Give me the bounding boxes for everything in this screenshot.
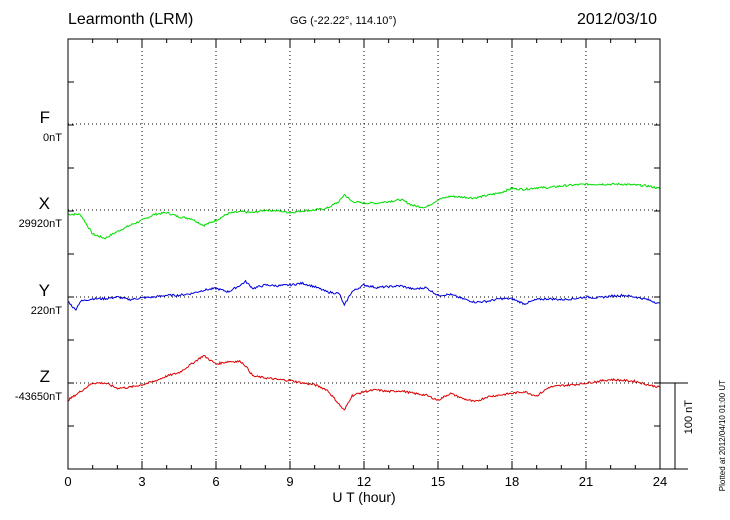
date-label: 2012/03/10: [577, 11, 658, 28]
x-tick-label: 0: [64, 474, 71, 489]
data-traces: [67, 182, 661, 411]
series-baseline-x: 29920nT: [18, 218, 62, 230]
series-label-z: Z: [39, 367, 50, 386]
series-line-y: [67, 279, 661, 311]
scale-bar-label: 100 nT: [683, 400, 695, 435]
plot-frame: [67, 38, 661, 470]
x-tick-label: 18: [505, 474, 519, 489]
series-label-f: F: [39, 108, 50, 127]
x-tick-labels: 0 3 6 9 12 15 18 21 24: [64, 474, 667, 489]
series-baseline-y: 220nT: [30, 305, 62, 317]
plotted-timestamp: Plotted at 2012/04/10 01:00 UT: [718, 380, 727, 492]
x-tick-label: 15: [431, 474, 445, 489]
series-label-y: Y: [38, 281, 50, 300]
scale-bar: [660, 382, 688, 470]
station-title: Learmonth (LRM): [68, 11, 194, 28]
grid-lines: [68, 39, 660, 469]
x-tick-label: 21: [579, 474, 593, 489]
series-baseline-f: 0nT: [43, 132, 62, 144]
x-tick-label: 12: [357, 474, 371, 489]
x-axis-title: U T (hour): [332, 489, 395, 505]
x-tick-label: 3: [138, 474, 145, 489]
x-tick-label: 6: [212, 474, 219, 489]
axis-ticks: [67, 39, 661, 469]
series-line-z: [67, 355, 661, 411]
series-baseline-z: -43650nT: [14, 391, 62, 403]
series-line-x: [67, 182, 661, 240]
series-label-x: X: [38, 194, 50, 213]
x-tick-label: 24: [653, 474, 667, 489]
station-coordinates: GG (-22.22°, 114.10°): [290, 15, 397, 27]
x-tick-label: 9: [286, 474, 293, 489]
